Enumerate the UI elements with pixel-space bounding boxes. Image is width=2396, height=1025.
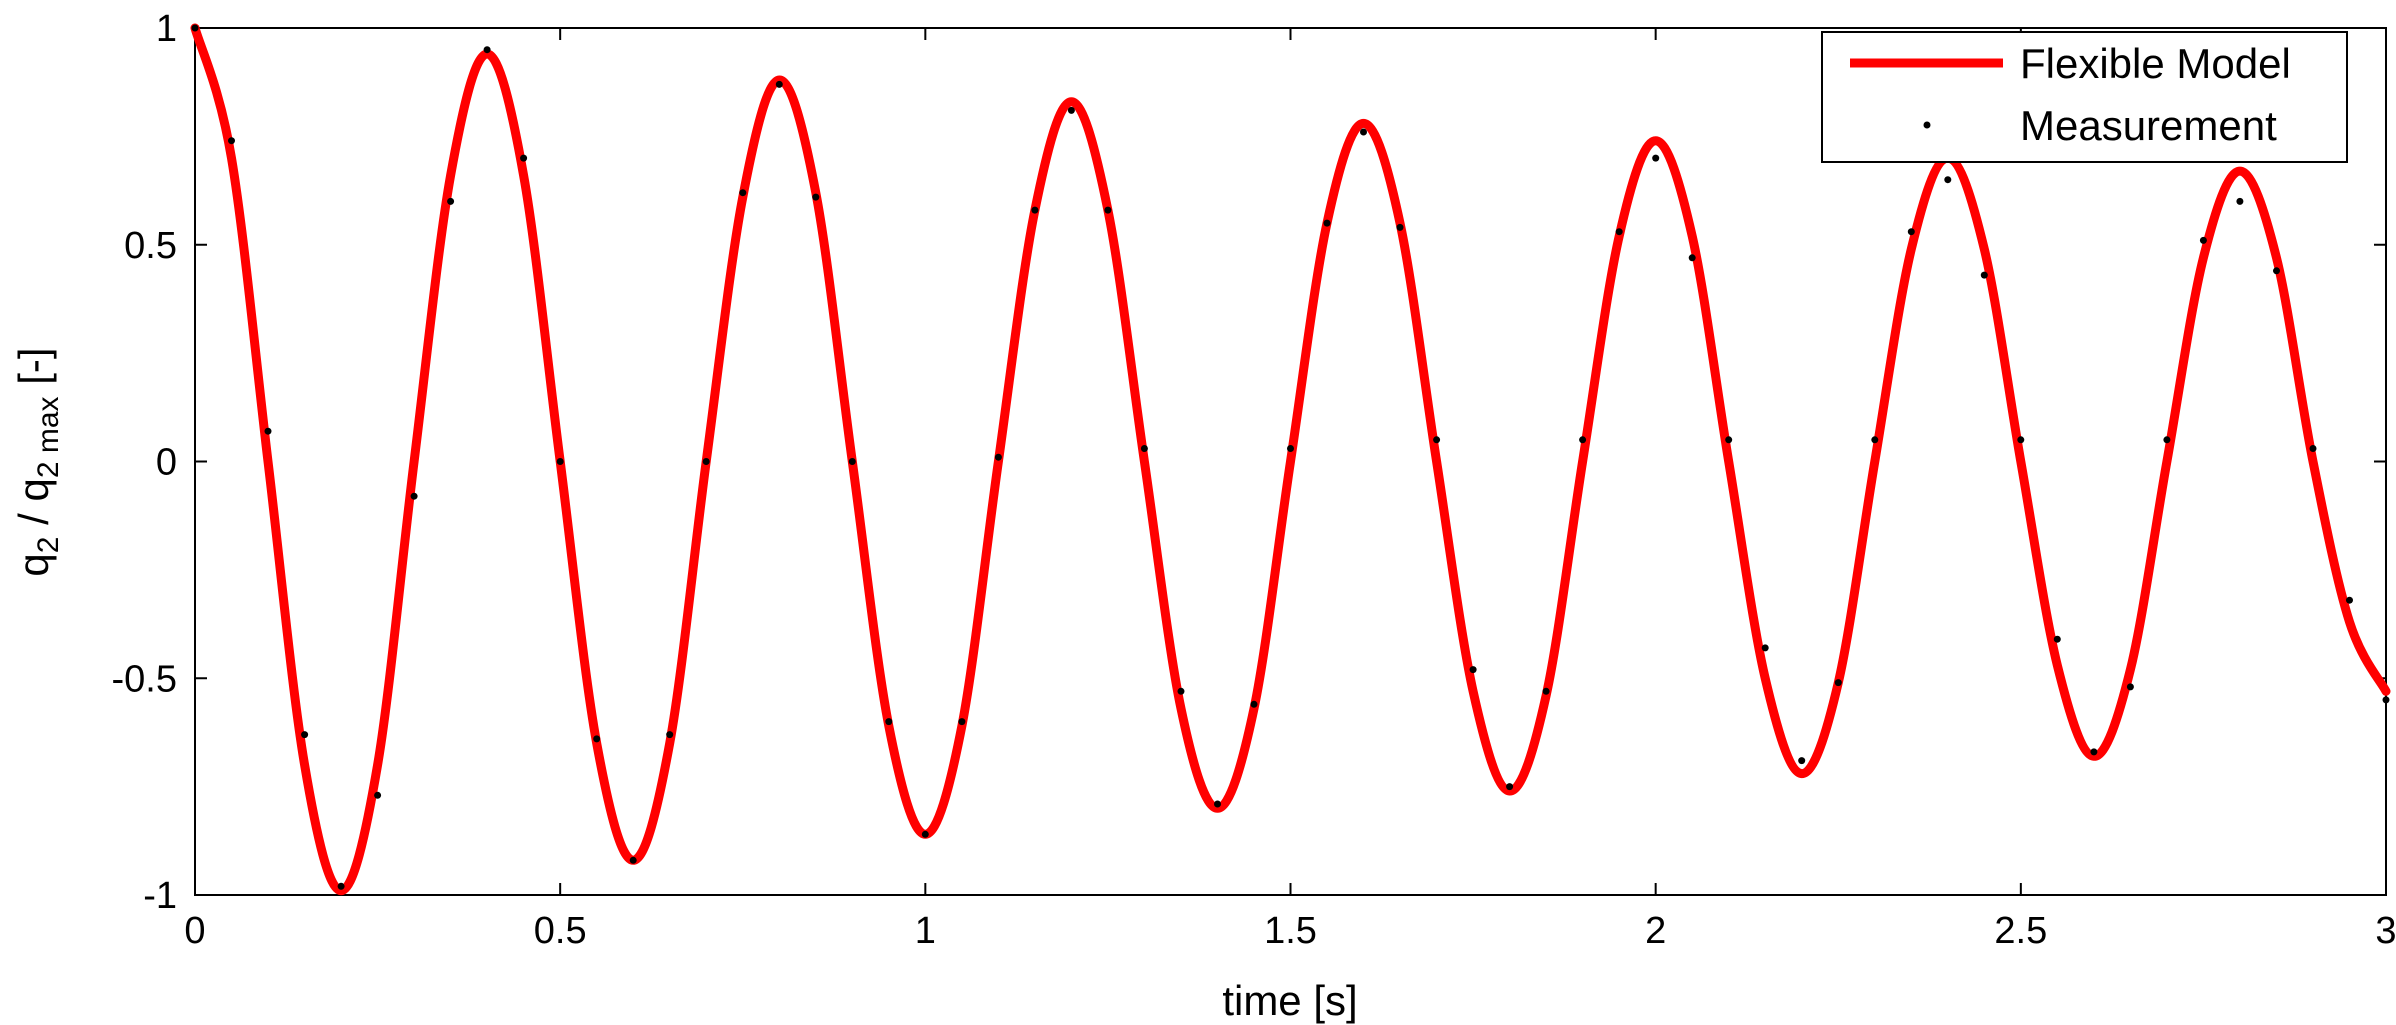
x-ticks: 0 0.5 1 1.5 2 2.5 3 (184, 28, 2396, 952)
measurement-point (301, 731, 309, 739)
measurement-point (2309, 445, 2317, 452)
measurement-point (556, 458, 564, 465)
x-tick-label: 1 (915, 910, 936, 952)
measurement-point (1652, 154, 1660, 162)
x-tick-label: 2 (1645, 910, 1666, 952)
measurement-point (1214, 800, 1221, 808)
y-label-mid: / q (10, 478, 57, 536)
x-tick-label: 1.5 (1264, 910, 1317, 952)
measurement-point (1360, 128, 1367, 136)
measurement-point (1433, 436, 1441, 444)
measurement-point (958, 718, 966, 726)
legend-box (1821, 31, 2348, 163)
measurement-point (191, 24, 199, 32)
measurement-point (2126, 683, 2134, 691)
measurement-point (629, 856, 637, 864)
measurement-point (702, 458, 710, 465)
measurement-point (1140, 445, 1148, 452)
measurement-point (921, 830, 929, 838)
measurement-point (1177, 687, 1185, 695)
measurement-point (1615, 228, 1623, 236)
measurement-point (2346, 596, 2353, 604)
x-tick-label: 0 (184, 910, 205, 952)
measurement-point (1907, 228, 1915, 236)
y-tick-label: 1 (156, 8, 177, 50)
measurement-point (228, 137, 235, 145)
plot-content (190, 23, 2391, 896)
measurement-point (2236, 197, 2244, 205)
measurement-point (2053, 635, 2061, 643)
measurement-point (1980, 271, 1988, 279)
measurement-point (593, 735, 601, 743)
measurement-point (520, 154, 528, 162)
measurement-point (666, 731, 674, 739)
measurement-point (1834, 679, 1842, 687)
measurement-point (1250, 700, 1258, 708)
measurement-point (1287, 445, 1294, 452)
x-tick-label: 2.5 (1994, 910, 2047, 952)
measurement-point (2199, 236, 2207, 244)
y-ticks: -1 -0.5 0 0.5 1 (112, 8, 2386, 917)
measurement-point (2017, 436, 2025, 444)
measurement-point (848, 458, 856, 465)
y-tick-label: -0.5 (112, 658, 177, 700)
measurement-point (1579, 436, 1587, 444)
measurement-point (374, 791, 382, 799)
measurement-point (2090, 748, 2098, 756)
measurement-point (775, 80, 783, 88)
y-tick-label: 0 (156, 442, 177, 484)
measurement-point (1104, 206, 1112, 214)
measurement-point (1871, 436, 1879, 444)
legend-label-measurement: Measurement (2020, 102, 2277, 149)
measurement-point (1725, 436, 1733, 444)
legend-label-flexible-model: Flexible Model (2020, 40, 2291, 87)
x-tick-label: 0.5 (534, 910, 587, 952)
measurement-point (483, 46, 491, 54)
y-tick-label: -1 (143, 875, 177, 917)
measurement-point (885, 718, 893, 726)
measurement-point (1798, 757, 1806, 765)
y-label-sub1: 2 (32, 537, 65, 554)
x-tick-label: 3 (2375, 910, 2396, 952)
measurement-point (447, 197, 455, 205)
measurement-point (264, 427, 272, 435)
legend: Flexible Model Measurement (1821, 31, 2348, 163)
y-label-tail: [-] (10, 347, 57, 396)
measurement-point (2163, 436, 2171, 444)
y-axis-label: q2 / q2 max [-] (10, 347, 65, 576)
y-label-sub2: 2 max (32, 396, 65, 478)
flexible-model-line (190, 23, 2391, 896)
measurement-point (2382, 696, 2390, 704)
measurement-point (1944, 176, 1952, 184)
measurement-point (1031, 206, 1039, 214)
measurement-point (2273, 267, 2280, 275)
measurement-point (1469, 666, 1477, 674)
measurement-point (812, 193, 820, 201)
measurement-point (1506, 783, 1514, 791)
measurement-point (1688, 254, 1696, 262)
measurement-point (410, 492, 418, 500)
measurement-point (1323, 219, 1331, 227)
measurement-point (1067, 106, 1075, 114)
measurement-point (994, 453, 1002, 461)
measurement-point (1396, 223, 1404, 231)
measurement-point (1542, 687, 1550, 695)
y-label-base: q (10, 553, 57, 576)
legend-dot-measurement (1923, 121, 1931, 129)
measurement-point (337, 882, 345, 890)
measurement-point (739, 189, 747, 197)
measurement-point (1761, 644, 1769, 652)
x-axis-label: time [s] (1222, 977, 1357, 1024)
y-tick-label: 0.5 (124, 225, 177, 267)
